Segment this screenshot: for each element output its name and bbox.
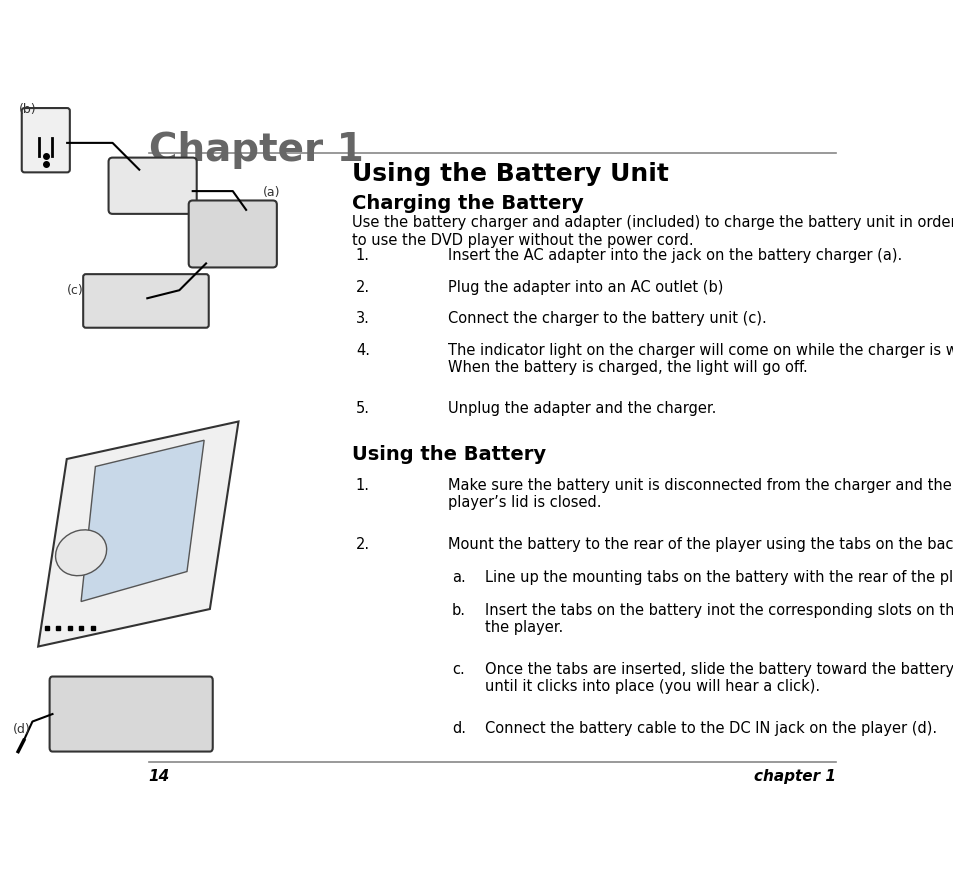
FancyBboxPatch shape — [50, 677, 213, 752]
Text: (a): (a) — [263, 186, 280, 199]
FancyBboxPatch shape — [109, 158, 196, 214]
Text: Insert the AC adapter into the jack on the battery charger (a).: Insert the AC adapter into the jack on t… — [448, 248, 902, 263]
Ellipse shape — [55, 530, 107, 576]
Polygon shape — [38, 421, 238, 647]
Text: (d): (d) — [12, 722, 30, 736]
Text: 4.: 4. — [355, 343, 370, 358]
Text: b.: b. — [452, 603, 465, 618]
Text: d.: d. — [452, 722, 465, 736]
Text: Mount the battery to the rear of the player using the tabs on the back:: Mount the battery to the rear of the pla… — [448, 537, 953, 552]
Text: Once the tabs are inserted, slide the battery toward the battery plug
until it c: Once the tabs are inserted, slide the ba… — [485, 662, 953, 695]
Text: (b): (b) — [19, 103, 36, 116]
Text: Insert the tabs on the battery inot the corresponding slots on the rear of
the p: Insert the tabs on the battery inot the … — [485, 603, 953, 635]
Text: Use the battery charger and adapter (included) to charge the battery unit in ord: Use the battery charger and adapter (inc… — [352, 215, 953, 247]
Text: The indicator light on the charger will come on while the charger is working.
Wh: The indicator light on the charger will … — [448, 343, 953, 375]
Text: 3.: 3. — [355, 312, 370, 326]
Text: 2.: 2. — [355, 537, 370, 552]
Text: 1.: 1. — [355, 478, 370, 493]
Text: Charging the Battery: Charging the Battery — [352, 195, 583, 213]
Text: 5.: 5. — [355, 401, 370, 416]
Text: a.: a. — [452, 570, 465, 585]
Text: 1.: 1. — [355, 248, 370, 263]
Text: Unplug the adapter and the charger.: Unplug the adapter and the charger. — [448, 401, 716, 416]
Text: Chapter 1: Chapter 1 — [149, 131, 363, 170]
Polygon shape — [81, 440, 204, 602]
Text: Connect the battery cable to the DC IN jack on the player (d).: Connect the battery cable to the DC IN j… — [485, 722, 937, 736]
FancyBboxPatch shape — [189, 201, 276, 268]
Text: Using the Battery: Using the Battery — [352, 445, 546, 463]
Text: Plug the adapter into an AC outlet (b): Plug the adapter into an AC outlet (b) — [448, 280, 723, 295]
Text: 14: 14 — [149, 769, 170, 784]
Text: (c): (c) — [67, 284, 84, 296]
Text: c.: c. — [452, 662, 464, 677]
Text: chapter 1: chapter 1 — [754, 769, 836, 784]
Text: Using the Battery Unit: Using the Battery Unit — [352, 163, 668, 186]
Text: Line up the mounting tabs on the battery with the rear of the player.: Line up the mounting tabs on the battery… — [485, 570, 953, 585]
FancyBboxPatch shape — [22, 108, 70, 172]
FancyBboxPatch shape — [83, 274, 209, 328]
Text: Make sure the battery unit is disconnected from the charger and the DVD
player’s: Make sure the battery unit is disconnect… — [448, 478, 953, 510]
Text: 2.: 2. — [355, 280, 370, 295]
Text: Connect the charger to the battery unit (c).: Connect the charger to the battery unit … — [448, 312, 766, 326]
